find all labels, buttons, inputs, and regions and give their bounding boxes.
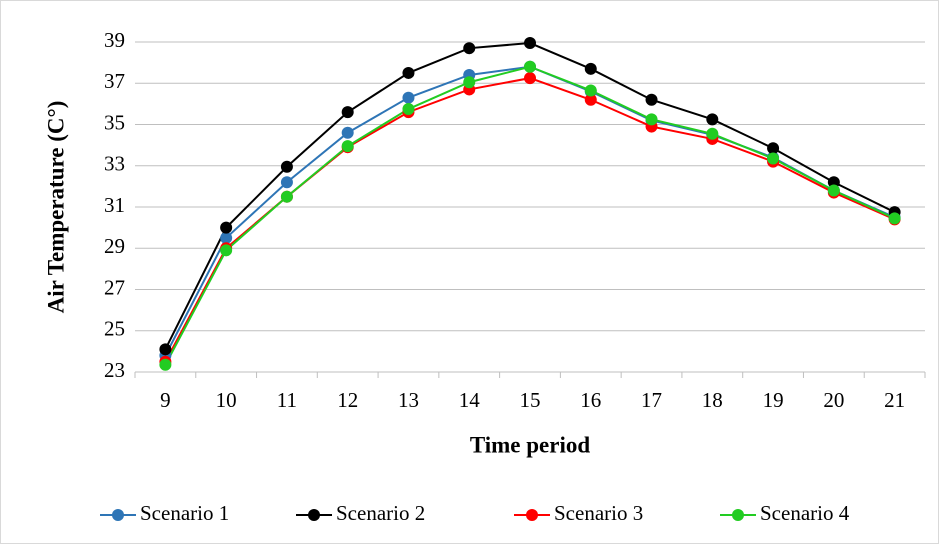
x-tick-label: 9 xyxy=(160,388,171,412)
data-point xyxy=(280,190,293,203)
data-point xyxy=(767,142,780,155)
data-point xyxy=(280,176,293,189)
data-point xyxy=(220,244,233,257)
x-tick-label: 10 xyxy=(216,388,237,412)
y-tick-label: 29 xyxy=(104,234,125,258)
data-point xyxy=(524,72,536,85)
data-point xyxy=(341,106,354,119)
data-point xyxy=(402,103,415,116)
y-tick-label: 25 xyxy=(104,317,125,341)
y-tick-label: 39 xyxy=(104,28,125,52)
x-tick-label: 16 xyxy=(580,388,601,412)
y-tick-label: 35 xyxy=(104,110,125,134)
data-point xyxy=(584,84,597,97)
data-point xyxy=(645,93,658,106)
x-tick-label: 20 xyxy=(823,388,844,412)
y-tick-label: 31 xyxy=(104,193,125,217)
x-tick-label: 19 xyxy=(763,388,784,412)
data-point xyxy=(584,62,597,75)
x-tick-label: 12 xyxy=(337,388,358,412)
data-point xyxy=(341,126,354,139)
data-point xyxy=(584,93,597,106)
legend-label: Scenario 4 xyxy=(760,501,850,525)
data-point xyxy=(463,42,476,55)
data-point xyxy=(888,212,901,225)
data-point xyxy=(767,152,780,165)
x-tick-label: 21 xyxy=(884,388,905,412)
y-tick-label: 33 xyxy=(104,152,125,176)
data-point xyxy=(645,113,658,126)
y-axis-title: Air Temperature (C°) xyxy=(43,101,68,314)
x-tick-label: 13 xyxy=(398,388,419,412)
legend-marker xyxy=(526,509,538,521)
x-tick-label: 15 xyxy=(520,388,541,412)
legend-label: Scenario 1 xyxy=(140,501,229,525)
x-tick-label: 18 xyxy=(702,388,723,412)
legend-marker xyxy=(732,509,744,521)
data-point xyxy=(463,76,476,89)
legend-marker xyxy=(112,509,124,521)
data-point xyxy=(706,113,719,126)
data-point xyxy=(524,37,536,50)
legend-label: Scenario 2 xyxy=(336,501,425,525)
x-tick-label: 11 xyxy=(277,388,297,412)
data-point xyxy=(402,66,415,79)
data-point xyxy=(524,60,536,73)
legend-marker xyxy=(308,509,320,521)
x-tick-label: 17 xyxy=(641,388,662,412)
data-point xyxy=(706,127,719,140)
x-axis-title: Time period xyxy=(470,432,591,457)
data-point xyxy=(220,221,233,234)
data-point xyxy=(827,176,840,189)
y-tick-label: 37 xyxy=(104,69,125,93)
data-point xyxy=(280,160,293,173)
y-tick-label: 27 xyxy=(104,275,125,299)
data-point xyxy=(159,343,172,356)
y-tick-label: 23 xyxy=(104,358,125,382)
legend-label: Scenario 3 xyxy=(554,501,643,525)
data-point xyxy=(402,91,415,104)
data-point xyxy=(827,184,840,197)
data-point xyxy=(159,358,172,371)
data-point xyxy=(220,231,233,244)
data-point xyxy=(341,140,354,153)
x-tick-label: 14 xyxy=(459,388,481,412)
